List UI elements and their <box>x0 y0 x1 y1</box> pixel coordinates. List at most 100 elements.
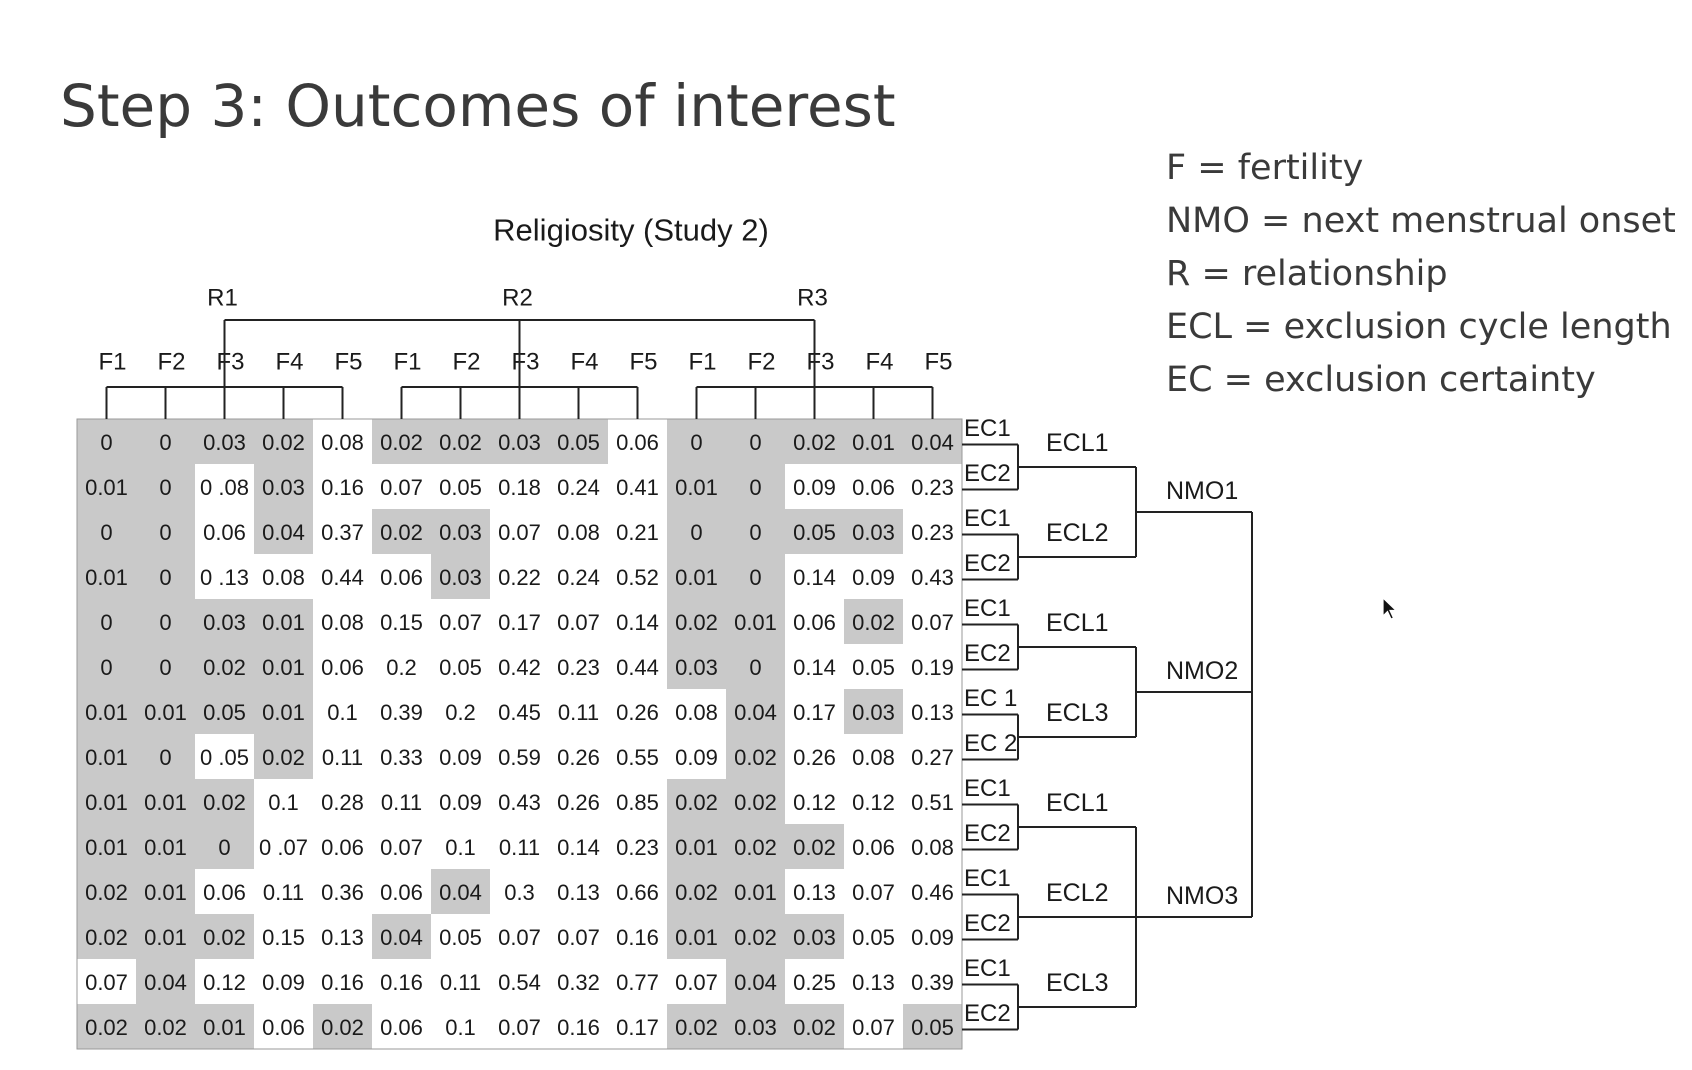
cell-bg-r7-c11 <box>667 689 726 734</box>
cell-value-r13-c9: 0.32 <box>557 970 600 995</box>
cell-value-r10-c9: 0.14 <box>557 835 600 860</box>
ec-label-2: EC2 <box>964 460 1011 487</box>
cell-value-r9-c11: 0.02 <box>675 790 718 815</box>
cell-bg-r10-c2 <box>136 824 195 869</box>
cell-bg-r9-c11 <box>667 779 726 824</box>
cell-value-r12-c3: 0.02 <box>203 925 246 950</box>
cell-value-r2-c13: 0.09 <box>793 475 836 500</box>
cell-value-r5-c3: 0.03 <box>203 610 246 635</box>
cell-value-r5-c7: 0.07 <box>439 610 482 635</box>
cell-bg-r3-c11 <box>667 509 726 554</box>
cell-bg-r8-c4 <box>254 734 313 779</box>
cell-bg-r10-c1 <box>77 824 136 869</box>
cell-value-r13-c1: 0.07 <box>85 970 128 995</box>
cell-value-r6-c3: 0.02 <box>203 655 246 680</box>
cell-bg-r2-c3 <box>195 464 254 509</box>
cell-value-r2-c8: 0.18 <box>498 475 541 500</box>
f-label-1-4: F4 <box>275 349 303 376</box>
cell-value-r9-c9: 0.26 <box>557 790 600 815</box>
cell-bg-r10-c13 <box>785 824 844 869</box>
cell-value-r4-c9: 0.24 <box>557 565 600 590</box>
cell-value-r11-c13: 0.13 <box>793 880 836 905</box>
cell-value-r3-c11: 0 <box>690 520 702 545</box>
cell-bg-r1-c4 <box>254 419 313 464</box>
cell-value-r14-c5: 0.02 <box>321 1015 364 1040</box>
cell-bg-r1-c14 <box>844 419 903 464</box>
cell-value-r6-c7: 0.05 <box>439 655 482 680</box>
cell-value-r6-c13: 0.14 <box>793 655 836 680</box>
cell-value-r7-c6: 0.39 <box>380 700 423 725</box>
cell-bg-r7-c6 <box>372 689 431 734</box>
cell-bg-r7-c3 <box>195 689 254 734</box>
cell-value-r12-c13: 0.03 <box>793 925 836 950</box>
cell-value-r9-c2: 0.01 <box>144 790 187 815</box>
cell-bg-r9-c8 <box>490 779 549 824</box>
cell-bg-r9-c13 <box>785 779 844 824</box>
cell-bg-r6-c12 <box>726 644 785 689</box>
cell-bg-r5-c11 <box>667 599 726 644</box>
cell-bg-r2-c13 <box>785 464 844 509</box>
f-label-1-2: F2 <box>157 349 185 376</box>
cell-bg-r4-c9 <box>549 554 608 599</box>
ecl-label-3: ECL1 <box>1046 609 1109 637</box>
cell-bg-r14-c11 <box>667 1004 726 1049</box>
cell-value-r8-c2: 0 <box>159 745 171 770</box>
cell-value-r5-c1: 0 <box>100 610 112 635</box>
cell-bg-r6-c3 <box>195 644 254 689</box>
cell-bg-r13-c6 <box>372 959 431 1004</box>
cell-value-r14-c14: 0.07 <box>852 1015 895 1040</box>
cell-bg-r5-c2 <box>136 599 195 644</box>
cell-value-r8-c9: 0.26 <box>557 745 600 770</box>
cell-bg-r1-c6 <box>372 419 431 464</box>
cell-bg-r8-c14 <box>844 734 903 779</box>
cell-value-r14-c7: 0.1 <box>445 1015 476 1040</box>
cell-value-r8-c7: 0.09 <box>439 745 482 770</box>
cell-bg-r14-c3 <box>195 1004 254 1049</box>
cell-bg-r9-c6 <box>372 779 431 824</box>
cell-value-r5-c10: 0.14 <box>616 610 659 635</box>
cell-bg-r2-c8 <box>490 464 549 509</box>
cell-bg-r6-c5 <box>313 644 372 689</box>
cell-bg-r6-c10 <box>608 644 667 689</box>
cell-bg-r11-c7 <box>431 869 490 914</box>
cell-bg-r14-c13 <box>785 1004 844 1049</box>
legend: F = fertility NMO = next menstrual onset… <box>1166 142 1676 407</box>
cell-bg-r10-c4 <box>254 824 313 869</box>
cell-bg-r13-c3 <box>195 959 254 1004</box>
cell-bg-r14-c8 <box>490 1004 549 1049</box>
cell-bg-r1-c15 <box>903 419 962 464</box>
cell-bg-r3-c9 <box>549 509 608 554</box>
cell-value-r1-c15: 0.04 <box>911 430 954 455</box>
ecl-label-5: ECL1 <box>1046 789 1109 817</box>
cell-value-r13-c12: 0.04 <box>734 970 777 995</box>
cell-value-r3-c5: 0.37 <box>321 520 364 545</box>
cell-value-r6-c14: 0.05 <box>852 655 895 680</box>
cell-value-r7-c2: 0.01 <box>144 700 187 725</box>
cell-bg-r12-c3 <box>195 914 254 959</box>
cell-value-r13-c6: 0.16 <box>380 970 423 995</box>
cell-value-r11-c15: 0.46 <box>911 880 954 905</box>
cell-bg-r10-c3 <box>195 824 254 869</box>
cell-value-r11-c14: 0.07 <box>852 880 895 905</box>
ecl-label-2: ECL2 <box>1046 519 1109 547</box>
cell-bg-r2-c9 <box>549 464 608 509</box>
cell-value-r4-c7: 0.03 <box>439 565 482 590</box>
ec-label-3: EC1 <box>964 505 1011 532</box>
cell-value-r3-c8: 0.07 <box>498 520 541 545</box>
cell-value-r5-c14: 0.02 <box>852 610 895 635</box>
cell-bg-r4-c6 <box>372 554 431 599</box>
cell-bg-r9-c10 <box>608 779 667 824</box>
cell-value-r14-c12: 0.03 <box>734 1015 777 1040</box>
cell-bg-r7-c12 <box>726 689 785 734</box>
cell-bg-r2-c4 <box>254 464 313 509</box>
cell-value-r5-c2: 0 <box>159 610 171 635</box>
cell-value-r7-c4: 0.01 <box>262 700 305 725</box>
cell-value-r14-c13: 0.02 <box>793 1015 836 1040</box>
cell-value-r10-c14: 0.06 <box>852 835 895 860</box>
cell-value-r4-c14: 0.09 <box>852 565 895 590</box>
legend-exclusion-certainty: EC = exclusion certainty <box>1166 360 1596 400</box>
cell-value-r5-c9: 0.07 <box>557 610 600 635</box>
cell-value-r2-c4: 0.03 <box>262 475 305 500</box>
cell-value-r8-c6: 0.33 <box>380 745 423 770</box>
ec-label-11: EC1 <box>964 865 1011 892</box>
